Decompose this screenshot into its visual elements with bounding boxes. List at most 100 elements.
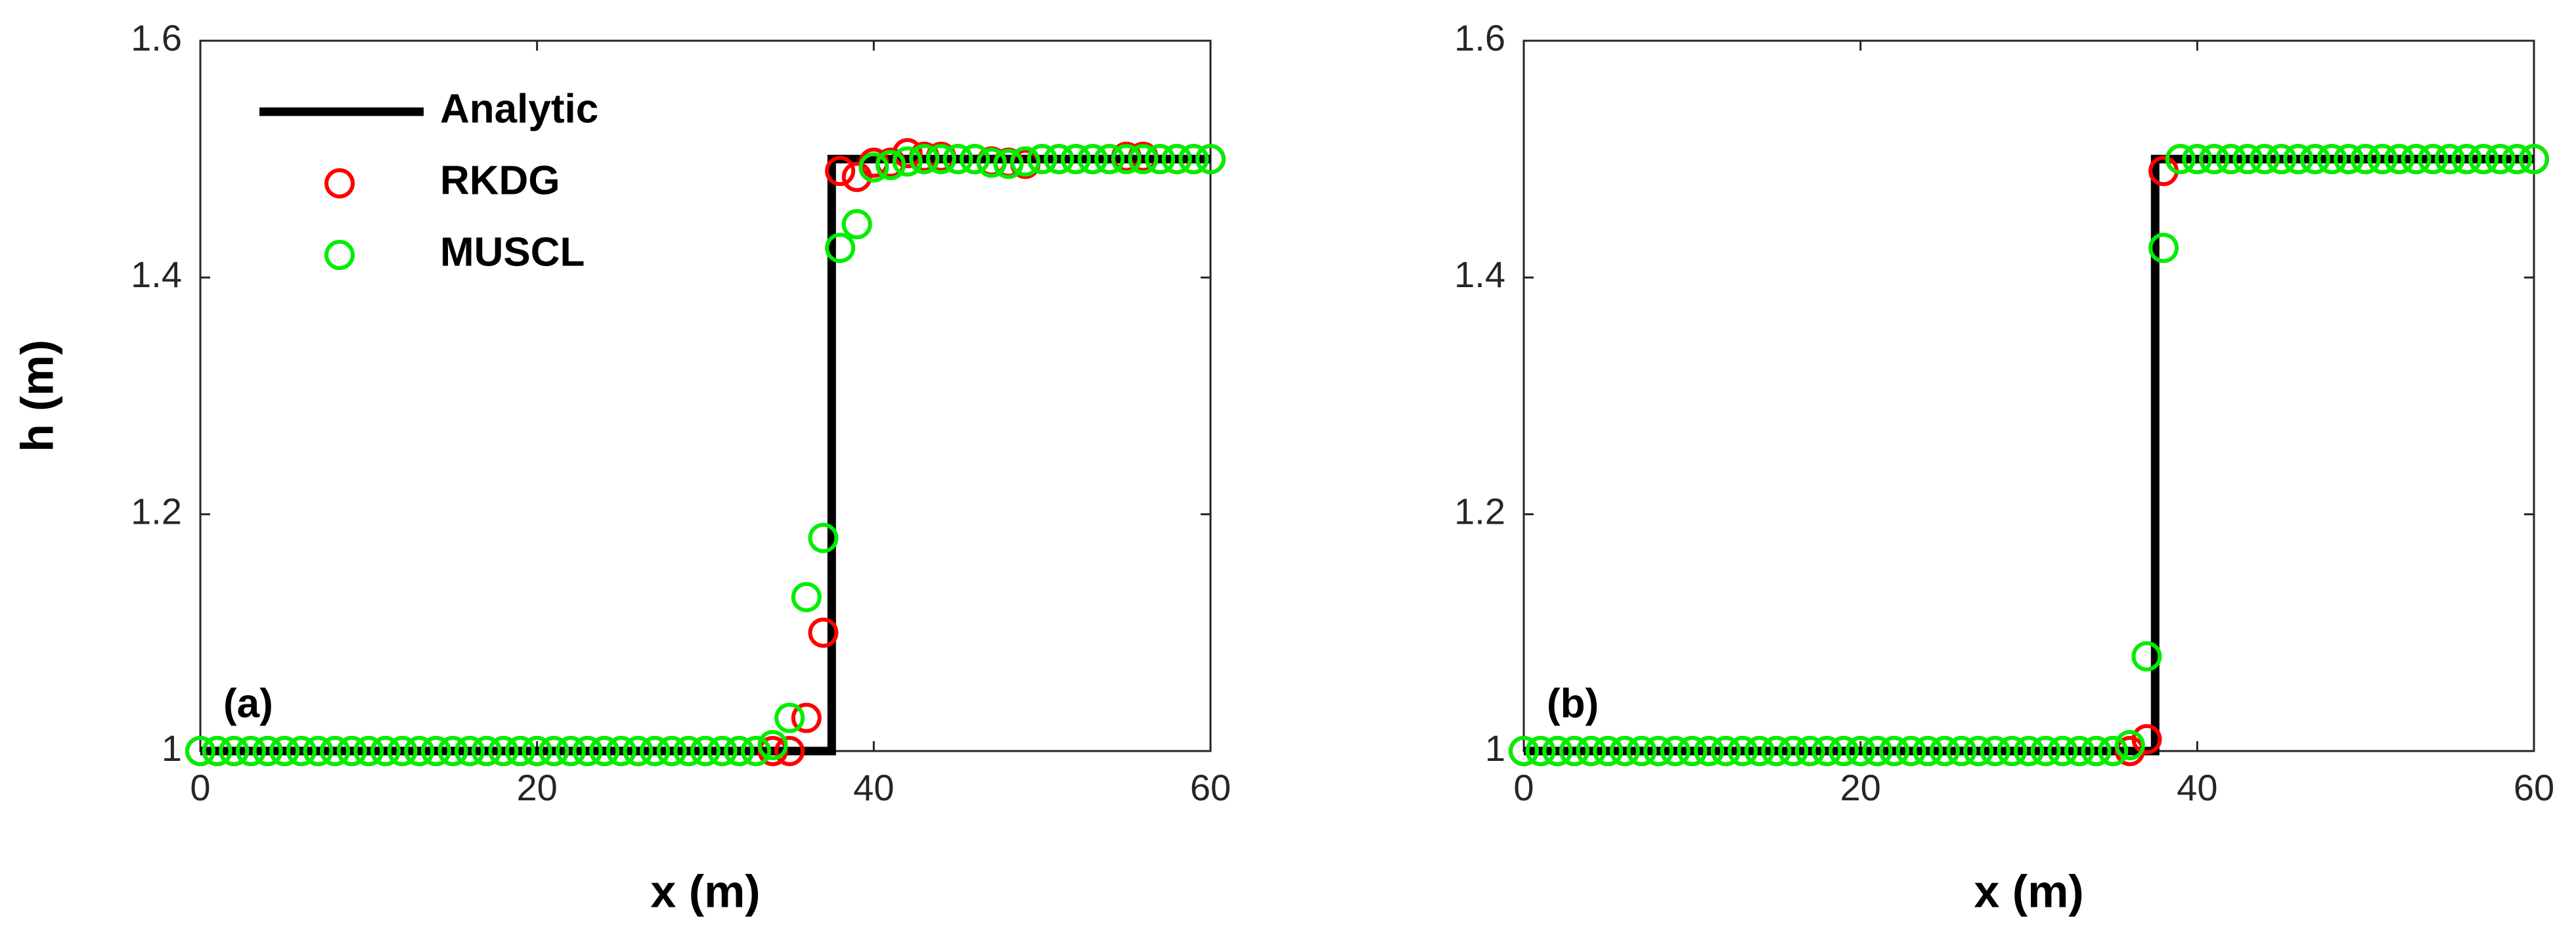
data-point	[1829, 736, 1859, 766]
x-tick-label: 0	[190, 767, 210, 808]
data-point	[892, 146, 923, 177]
data-point	[1794, 736, 1825, 766]
y-axis-label: h (m)	[11, 340, 62, 452]
data-point	[2098, 736, 2129, 766]
data-point	[740, 736, 771, 766]
data-point	[2299, 144, 2330, 175]
data-point	[1593, 736, 1624, 766]
data-point	[690, 736, 721, 766]
data-point	[791, 582, 822, 612]
data-point	[1929, 736, 1960, 766]
data-point	[825, 233, 856, 263]
x-tick-label: 40	[853, 767, 894, 808]
data-point	[219, 736, 250, 766]
data-point	[1509, 736, 1539, 766]
data-point	[1660, 736, 1691, 766]
data-point	[1145, 144, 1176, 175]
data-point	[673, 736, 704, 766]
x-tick-label: 60	[2514, 767, 2554, 808]
panel-label: (b)	[1547, 681, 1599, 726]
data-point	[1878, 736, 1909, 766]
data-point	[336, 736, 367, 766]
data-point	[2215, 144, 2246, 175]
data-point	[320, 736, 351, 766]
data-point	[724, 736, 755, 766]
data-point	[2081, 736, 2112, 766]
data-point	[2367, 144, 2398, 175]
legend-label: RKDG	[440, 158, 560, 203]
data-point	[2485, 144, 2516, 175]
data-point	[875, 150, 906, 181]
data-point	[2148, 233, 2179, 263]
data-point	[1997, 736, 2028, 766]
data-point	[707, 736, 738, 766]
data-point	[252, 736, 283, 766]
data-point	[2114, 729, 2145, 760]
data-point	[1542, 736, 1573, 766]
data-point	[2401, 144, 2432, 175]
data-point	[943, 144, 973, 175]
x-tick-label: 20	[1840, 767, 1881, 808]
data-point	[774, 702, 805, 733]
x-axis-label: x (m)	[1974, 865, 2083, 917]
data-point	[1980, 736, 2010, 766]
data-point	[993, 149, 1024, 179]
data-point	[1178, 144, 1209, 175]
data-point	[2334, 144, 2365, 175]
data-point	[1693, 736, 1724, 766]
data-point	[202, 736, 233, 766]
data-point	[2317, 144, 2347, 175]
data-point	[2418, 144, 2449, 175]
data-point	[2232, 144, 2263, 175]
data-point	[404, 736, 435, 766]
data-point	[437, 736, 468, 766]
data-point	[623, 736, 654, 766]
data-point	[572, 736, 603, 766]
data-point	[2266, 144, 2297, 175]
data-point	[2519, 144, 2549, 175]
data-point	[976, 147, 1007, 178]
data-point	[2014, 736, 2044, 766]
data-point	[505, 736, 536, 766]
data-point	[640, 736, 671, 766]
y-tick-label: 1.4	[1454, 254, 1505, 295]
data-point	[960, 144, 990, 175]
data-point	[1094, 144, 1125, 175]
data-point	[455, 736, 485, 766]
data-point	[858, 152, 889, 183]
data-point	[808, 617, 839, 648]
data-point	[841, 209, 872, 240]
data-point	[2434, 144, 2465, 175]
data-point	[1161, 144, 1192, 175]
data-point	[1128, 144, 1159, 175]
y-tick-label: 1	[1485, 727, 1505, 769]
data-point	[1845, 736, 1876, 766]
data-point	[235, 736, 266, 766]
data-point	[1744, 736, 1775, 766]
y-tick-label: 1.2	[1454, 490, 1505, 532]
data-point	[2468, 144, 2499, 175]
data-point	[589, 736, 620, 766]
data-point	[286, 736, 317, 766]
data-point	[2064, 736, 2095, 766]
data-point	[1060, 144, 1091, 175]
y-tick-label: 1	[162, 727, 182, 769]
data-point	[1525, 736, 1556, 766]
data-point	[353, 736, 384, 766]
data-point	[2165, 144, 2196, 175]
data-point	[757, 729, 788, 760]
data-point	[2350, 144, 2381, 175]
analytic-line	[1524, 154, 2534, 756]
data-point	[2283, 144, 2314, 175]
y-tick-label: 1.6	[131, 17, 182, 58]
data-point	[2502, 144, 2533, 175]
data-point	[1710, 736, 1741, 766]
data-point	[2384, 144, 2414, 175]
data-point	[1010, 146, 1041, 177]
data-point	[1643, 736, 1674, 766]
data-point	[1195, 144, 1226, 175]
data-point	[1077, 144, 1108, 175]
data-point	[522, 736, 552, 766]
